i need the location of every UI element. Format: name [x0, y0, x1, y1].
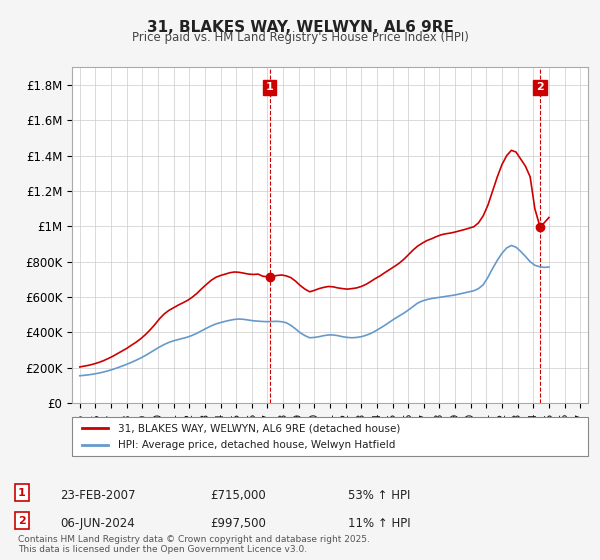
- Text: £997,500: £997,500: [210, 517, 266, 530]
- FancyBboxPatch shape: [72, 417, 588, 456]
- Text: Contains HM Land Registry data © Crown copyright and database right 2025.
This d: Contains HM Land Registry data © Crown c…: [18, 535, 370, 554]
- Text: £715,000: £715,000: [210, 489, 266, 502]
- Text: 31, BLAKES WAY, WELWYN, AL6 9RE (detached house): 31, BLAKES WAY, WELWYN, AL6 9RE (detache…: [118, 423, 401, 433]
- Text: 1: 1: [266, 82, 274, 92]
- Text: 2: 2: [536, 82, 544, 92]
- Text: 23-FEB-2007: 23-FEB-2007: [60, 489, 136, 502]
- Text: 53% ↑ HPI: 53% ↑ HPI: [348, 489, 410, 502]
- Text: HPI: Average price, detached house, Welwyn Hatfield: HPI: Average price, detached house, Welw…: [118, 440, 396, 450]
- Text: Price paid vs. HM Land Registry's House Price Index (HPI): Price paid vs. HM Land Registry's House …: [131, 31, 469, 44]
- Text: 06-JUN-2024: 06-JUN-2024: [60, 517, 135, 530]
- Text: 11% ↑ HPI: 11% ↑ HPI: [348, 517, 410, 530]
- Text: 2: 2: [18, 516, 26, 526]
- Text: 31, BLAKES WAY, WELWYN, AL6 9RE: 31, BLAKES WAY, WELWYN, AL6 9RE: [146, 20, 454, 35]
- Text: 1: 1: [18, 488, 26, 498]
